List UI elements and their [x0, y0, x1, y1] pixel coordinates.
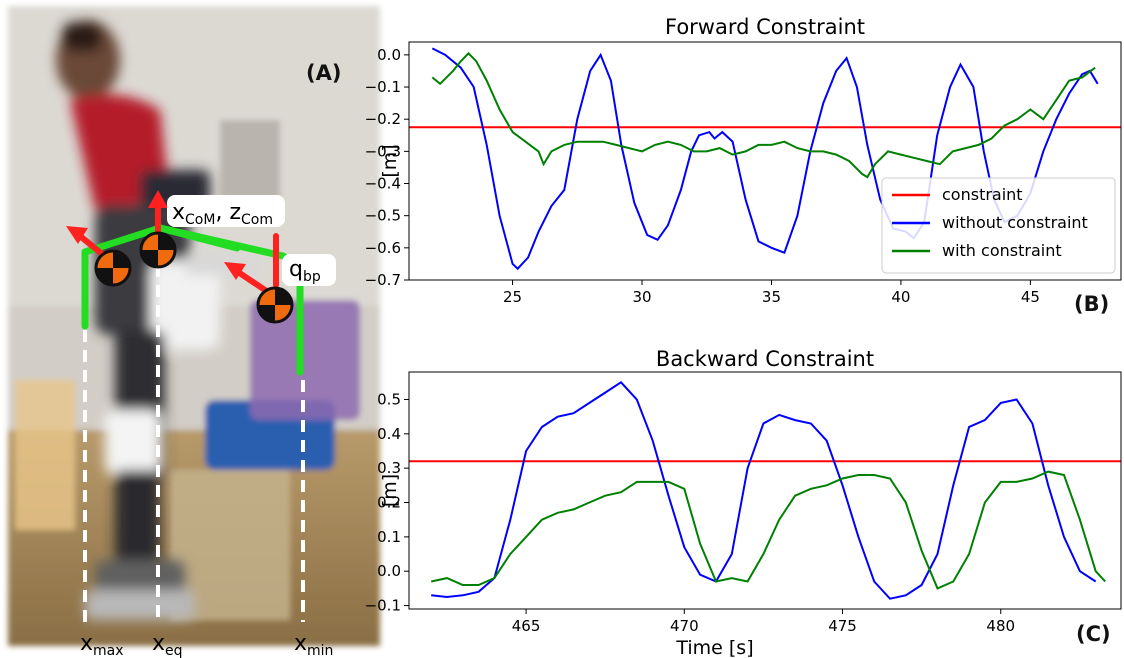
chart-title: Backward Constraint [656, 347, 874, 371]
xmax-label: xmax [80, 631, 124, 658]
x-tick-label: 480 [986, 617, 1015, 635]
series-line-without-constraint [431, 47, 1099, 271]
y-tick-label: −0.1 [365, 597, 401, 615]
purple-chair [250, 300, 360, 420]
guide-lines [83, 265, 305, 622]
y-tick-label: 0.4 [377, 425, 401, 443]
legend-label: with constraint [942, 241, 1062, 260]
x-tick-label: 40 [891, 288, 910, 306]
arrow-icon [235, 269, 271, 295]
y-tick-label: 0.5 [377, 390, 401, 408]
y-tick-label: −0.5 [365, 207, 401, 225]
series-line-with-constraint [431, 51, 1096, 179]
arrow-head-icon [66, 226, 88, 244]
backward-constraint-chart: Backward Constraint 465 470 475 480 0.5 0.4 0.3… [365, 347, 1122, 658]
qbp-label: qbp [289, 257, 321, 285]
y-tick-label: −0.1 [365, 78, 401, 96]
x-tick-label: 465 [512, 617, 541, 635]
panel-label-b: (B) [1074, 292, 1109, 316]
legend-label: constraint [942, 185, 1023, 204]
com-marker-icon [139, 231, 177, 269]
x-tick-label: 25 [503, 288, 522, 306]
legend-box [881, 177, 1116, 274]
y-axis-label: [m] [379, 474, 401, 507]
legend-label: without constraint [942, 213, 1088, 232]
y-tick-label: −0.3 [365, 142, 401, 160]
forward-constraint-chart: Forward Constraint 25 30 35 40 45 0.0 −0.1 −0.2 −… [365, 15, 1122, 306]
xmin-label: xmin [294, 631, 333, 658]
y-tick-label: −0.7 [365, 271, 401, 289]
x-tick-label: 35 [762, 288, 781, 306]
chart-title: Forward Constraint [665, 15, 865, 39]
panel-label-c: (C) [1076, 622, 1111, 646]
y-tick-label: −0.4 [365, 175, 401, 193]
com-label-box [167, 195, 285, 227]
y-tick-label: 0.1 [377, 528, 401, 546]
x-tick-label: 30 [632, 288, 651, 306]
y-tick-label: −0.2 [365, 110, 401, 128]
x-tick-label: 475 [828, 617, 857, 635]
com-marker-icon [94, 249, 132, 287]
x-tick-label: 45 [1021, 288, 1040, 306]
qbp-label-box [282, 254, 336, 286]
com-label: xCoM, zCom [172, 200, 273, 228]
com-marker-icon [256, 286, 294, 324]
y-tick-label: −0.6 [365, 239, 401, 257]
xeq-label: xeq [152, 631, 183, 658]
plot-frame [408, 41, 1122, 281]
plot-frame [408, 371, 1122, 610]
y-tick-label: 0.3 [377, 459, 401, 477]
y-tick-label: 0.2 [377, 494, 401, 512]
arrow-head-icon [224, 262, 246, 280]
series-line-without-constraint [431, 380, 1097, 600]
arrow-head-icon [148, 190, 168, 208]
y-tick-label: 0.0 [377, 46, 401, 64]
exoskeleton-photo: xCoM, zCom qbp xmax xeq xmin (A) [8, 6, 380, 658]
photo-background [8, 6, 380, 646]
x-tick-label: 470 [670, 617, 699, 635]
chart-legend: constraint without constraint with constra… [881, 177, 1116, 274]
x-axis-label: Time [s] [675, 637, 753, 658]
y-axis-label: [m] [379, 144, 401, 177]
panel-label-a: (A) [306, 61, 341, 85]
y-tick-label: 0.0 [377, 562, 401, 580]
series-line-with-constraint [430, 470, 1106, 590]
